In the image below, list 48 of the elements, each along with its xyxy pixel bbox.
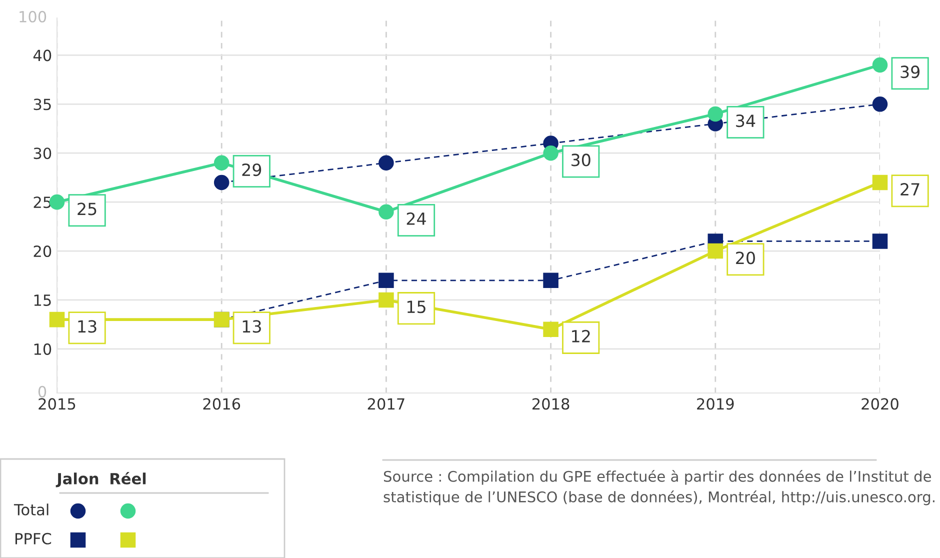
data-label: 39 (900, 66, 920, 78)
data-label: 25 (78, 202, 96, 216)
data-label: 29 (242, 163, 262, 176)
point (378, 204, 394, 220)
y-tick-label: 10 (34, 343, 52, 355)
point (872, 57, 888, 73)
point (708, 243, 724, 259)
data-label: 13 (242, 320, 261, 333)
source-note: Source : Compilation du GPE effectuée à partir des données de l’Institut de statistique de l’UNESCO (base de données), Montréal, http://uis.unesco.org. (384, 470, 934, 506)
data-label: 27 (900, 183, 920, 196)
text: Jalon (56, 472, 98, 488)
text: 0 (38, 386, 46, 398)
data-label: 13 (78, 320, 96, 333)
y-tick-label: 30 (34, 148, 52, 160)
x-tick-label: 2016 (203, 398, 240, 410)
point (543, 272, 558, 288)
point (872, 234, 888, 249)
x-tick-label: 2017 (368, 398, 404, 410)
legend-label: Total (14, 504, 48, 516)
y-tick-label: 20 (34, 245, 52, 258)
point (872, 174, 888, 190)
point (378, 272, 394, 288)
text: 100 (20, 10, 46, 22)
data-label: 12 (572, 330, 590, 342)
point (214, 174, 230, 190)
data-label: 24 (406, 212, 426, 225)
y-tick-label: 35 (34, 98, 51, 110)
text: Réel (110, 472, 146, 484)
point (49, 312, 65, 328)
y-tick-label: 40 (33, 50, 52, 62)
point (378, 155, 394, 171)
point (49, 194, 65, 210)
point (872, 96, 888, 112)
data-label: 15 (407, 300, 426, 314)
legend-label: PPFC (16, 532, 52, 544)
point (214, 155, 230, 171)
data-label: 20 (736, 252, 755, 264)
x-tick-label: 2018 (532, 398, 570, 410)
point (543, 145, 558, 161)
x-tick-label: 2019 (697, 398, 734, 410)
x-tick-label: 2020 (862, 398, 898, 410)
y-tick-label: 15 (34, 294, 51, 306)
point (543, 322, 558, 337)
x-tick-label: 2015 (38, 398, 76, 410)
data-label: 34 (736, 114, 756, 128)
data-label: 30 (572, 154, 590, 166)
point (708, 106, 724, 122)
point (378, 292, 394, 308)
